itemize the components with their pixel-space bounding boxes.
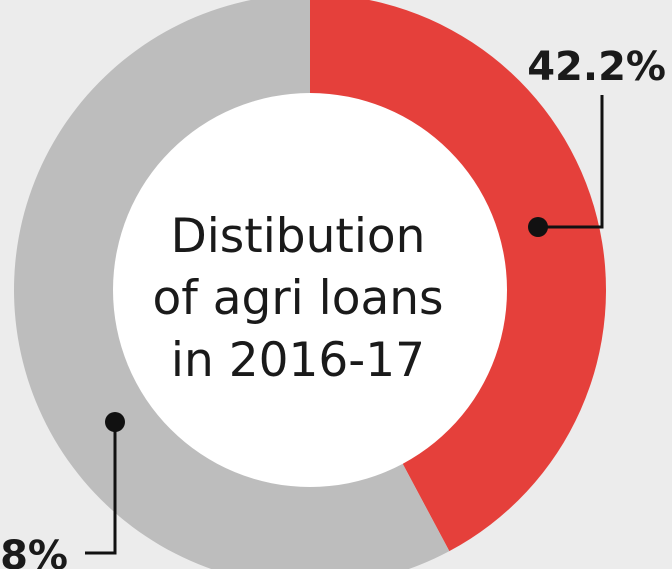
leader-line-grey [85, 422, 117, 555]
chart-title-line-1: Distibution [171, 209, 426, 264]
chart-title-line-3: in 2016-17 [171, 333, 425, 388]
data-label-slice-2: 57.8% [0, 533, 68, 569]
leader-dot-red [528, 217, 548, 237]
chart-title-line-2: of agri loans [152, 271, 443, 326]
data-label-slice-1: 42.2% [527, 44, 666, 90]
leader-line-red [538, 95, 604, 229]
leader-red [528, 95, 604, 237]
leader-grey [85, 412, 125, 555]
leader-dot-grey [105, 412, 125, 432]
donut-center [113, 93, 507, 487]
